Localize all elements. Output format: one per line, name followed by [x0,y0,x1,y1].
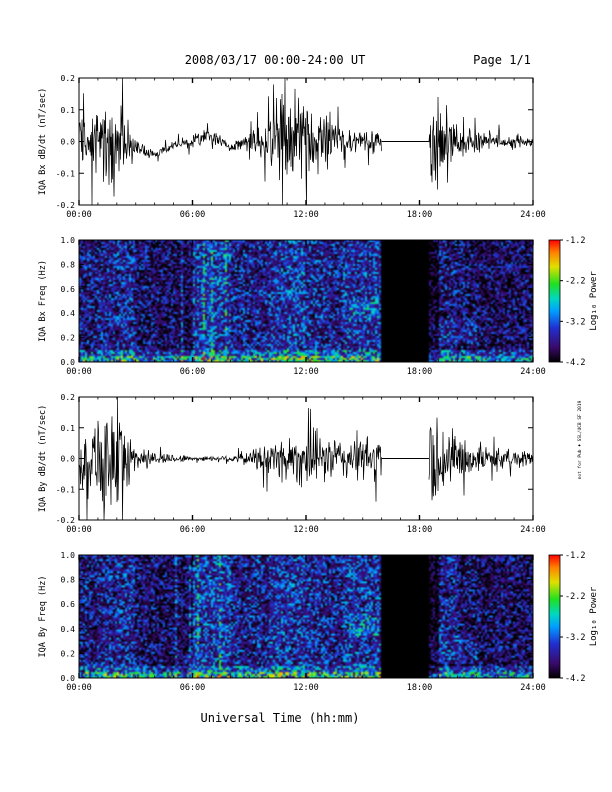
bx-xtick-label: 12:00 [293,367,319,377]
by-spectrogram-axes: 00:00 06:00 12:00 18:00 24:00 0.0 0.2 0.4 0.6 0.8… [61,551,546,693]
by-colorbar-scale [548,554,561,679]
by-dbdt-trace [78,396,534,521]
by-ytick-label: 0.0 [61,674,76,683]
bx-trace [78,77,534,206]
by-ytick-label: 0.8 [61,576,76,585]
by-ytick-label: 1.0 [61,551,76,560]
bx-colorbar: -1.2 -2.2 -3.2 -4.2 Log₁₀ Power [548,236,599,368]
by-xtick-label: 18:00 [407,525,433,535]
bx-colorbar-tick-label: -4.2 [565,358,585,368]
bx-spectrogram-image [79,240,533,362]
side-note: not for Pub ♦ SSL/UCB SF 2019 [577,400,583,479]
bx-xtick-label: 18:00 [407,367,433,377]
bx-colorbar-tick-label: -2.2 [565,277,585,287]
by-colorbar-tick-label: -2.2 [565,592,585,602]
bx-xtick-label: 24:00 [520,210,546,220]
bx-ytick-label: 0.0 [61,138,76,147]
by-xtick-label: 18:00 [407,683,433,693]
bx-freq-axis-label: IQA Bx Freq (Hz) [38,260,48,342]
by-xtick-label: 12:00 [293,525,319,535]
by-ytick-label: -0.1 [56,485,75,494]
by-trace [78,396,534,521]
by-spectrogram-image [79,555,533,678]
by-xtick-label: 24:00 [520,525,546,535]
bx-colorbar-scale [548,239,561,363]
bx-xtick-label: 18:00 [407,210,433,220]
bx-colorbar-tick-label: -1.2 [565,236,585,246]
bx-xtick-label: 06:00 [180,210,206,220]
by-xtick-label: 24:00 [520,683,546,693]
bx-ytick-label: 0.0 [61,358,76,367]
by-colorbar-tick-label: -4.2 [565,674,585,684]
bx-ytick-label: -0.2 [56,201,75,210]
bx-timeseries-panel: IQA Bx dB/dt (nT/sec) 00:00 06:00 12:00 18:… [38,74,546,220]
by-ytick-label: 0.2 [61,649,76,658]
by-colorbar-tick-label: -3.2 [565,633,585,643]
bx-timeseries-axes: 00:00 06:00 12:00 18:00 24:00 -0.2 -0.1 0.0 0.1 0… [56,74,546,220]
bx-xtick-label: 00:00 [66,367,92,377]
by-ytick-label: 0.0 [61,455,76,464]
bx-spectrogram-panel: IQA Bx Freq (Hz) 00:00 06:00 12:00 18:00 24:… [38,236,599,377]
bx-colorbar-label: Log₁₀ Power [589,271,599,331]
by-spectrogram-panel: IQA By Freq (Hz) 00:00 06:00 12:00 18:00 24:… [38,551,599,693]
bx-xtick-label: 00:00 [66,210,92,220]
by-xtick-label: 00:00 [66,683,92,693]
by-freq-axis-label: IQA By Freq (Hz) [38,576,48,658]
bx-xtick-label: 12:00 [293,210,319,220]
bx-xtick-label: 06:00 [180,367,206,377]
bx-ytick-label: 0.1 [61,106,76,115]
plot-title: 2008/03/17 00:00-24:00 UT [185,53,366,67]
bx-ytick-label: 0.4 [61,309,76,318]
x-axis-title: Universal Time (hh:mm) [201,711,360,725]
by-colorbar: -1.2 -2.2 -3.2 -4.2 Log₁₀ Power [548,551,599,684]
bx-ytick-label: 0.2 [61,74,76,83]
bx-ytick-label: 0.6 [61,285,76,294]
by-ytick-label: 0.6 [61,600,76,609]
bx-ytick-label: 0.2 [61,334,76,343]
bx-ytick-label: -0.1 [56,169,75,178]
by-timeseries-axes: 00:00 06:00 12:00 18:00 24:00 -0.2 -0.1 0.0 0.1 0… [56,393,546,535]
bx-ytick-label: 0.8 [61,260,76,269]
by-xtick-label: 06:00 [180,525,206,535]
by-dbdt-axis-label: IQA By dB/dt (nT/sec) [38,405,48,512]
by-ytick-label: 0.4 [61,625,76,634]
bx-xtick-label: 24:00 [520,367,546,377]
by-ytick-label: -0.2 [56,516,75,525]
bx-dbdt-axis-label: IQA Bx dB/dt (nT/sec) [38,88,48,195]
by-xtick-label: 00:00 [66,525,92,535]
by-colorbar-label: Log₁₀ Power [589,586,599,646]
bx-dbdt-trace [78,77,534,206]
by-xtick-label: 06:00 [180,683,206,693]
by-xtick-label: 12:00 [293,683,319,693]
by-timeseries-panel: IQA By dB/dt (nT/sec) 00:00 06:00 12:00 18:… [38,393,546,535]
page-indicator: Page 1/1 [473,53,531,67]
by-ytick-label: 0.2 [61,393,76,402]
bx-colorbar-tick-label: -3.2 [565,317,585,327]
bx-spectrogram-axes: 00:00 06:00 12:00 18:00 24:00 0.0 0.2 0.4 0.6 0.8… [61,236,546,377]
by-colorbar-tick-label: -1.2 [565,551,585,561]
by-ytick-label: 0.1 [61,424,76,433]
bx-ytick-label: 1.0 [61,236,76,245]
